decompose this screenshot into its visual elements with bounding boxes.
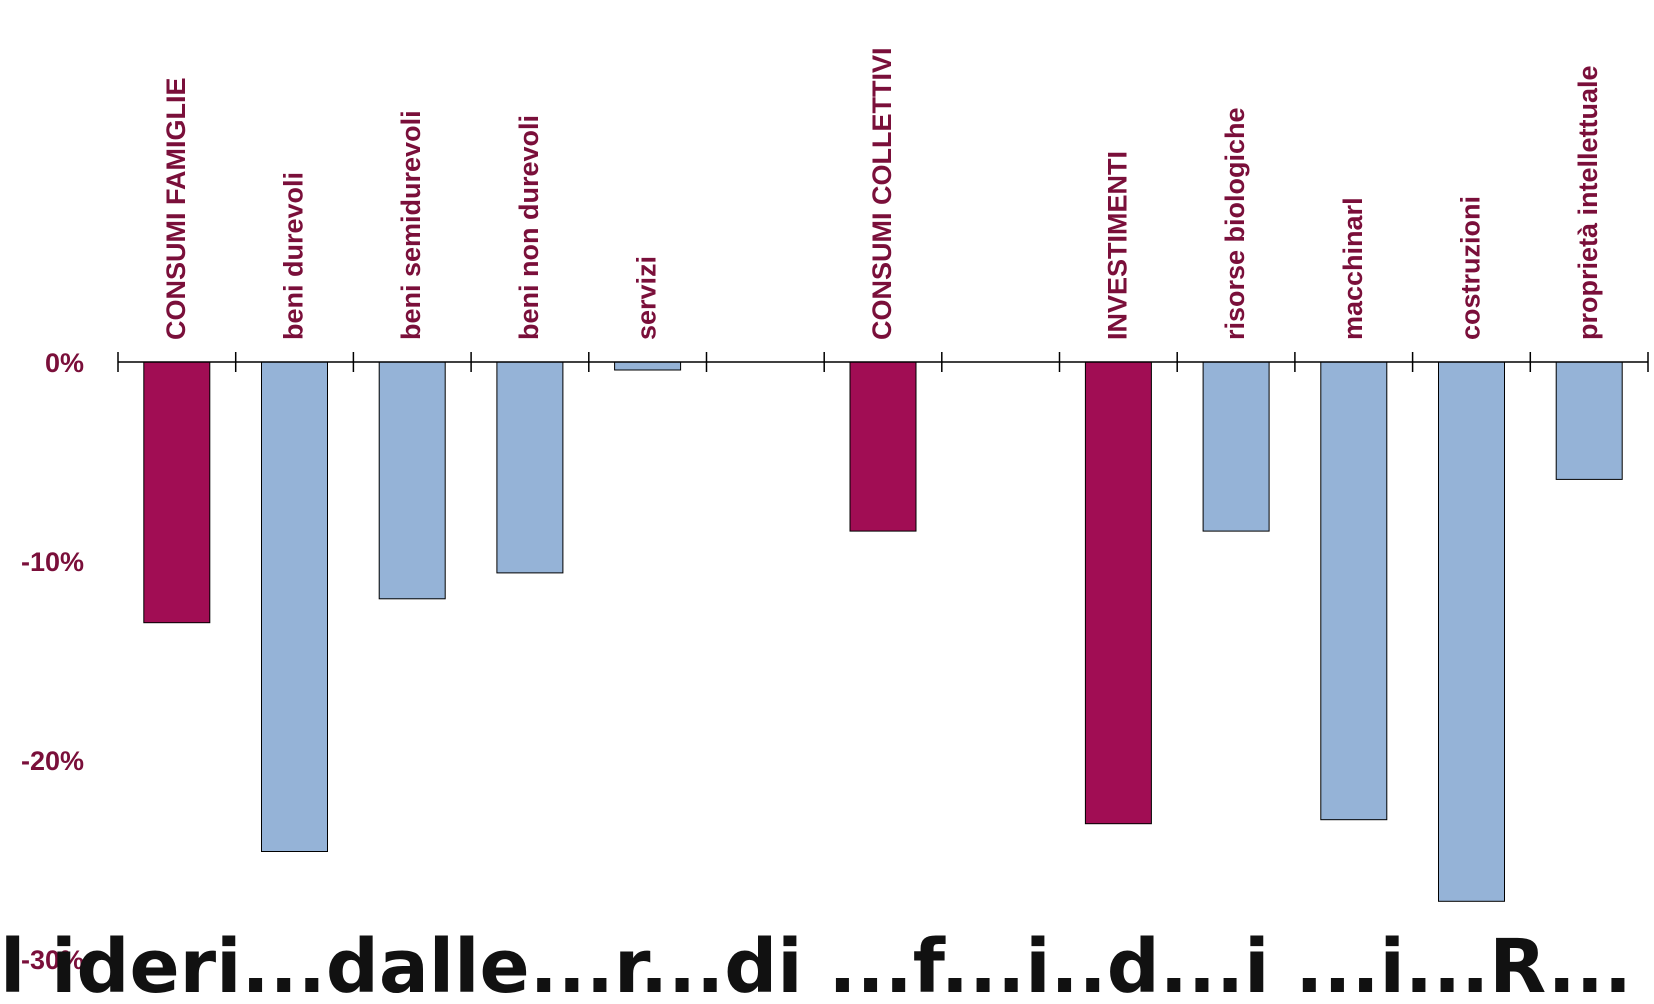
bar <box>143 361 211 624</box>
bar-chart: CONSUMI FAMIGLIE beni durevoli beni semidu… <box>21 48 1649 975</box>
bar <box>614 361 682 371</box>
bar <box>1084 361 1152 825</box>
category-label: CONSUMI COLLETTIVI <box>867 48 897 341</box>
category-label: INVESTIMENTI <box>1102 151 1132 340</box>
bar <box>378 361 446 600</box>
y-tick-label: -30% <box>21 945 84 975</box>
category-label: costruzioni <box>1456 196 1486 340</box>
bar <box>1438 361 1505 902</box>
y-tick-label: 0% <box>45 348 84 378</box>
bar <box>1555 361 1623 480</box>
bar <box>496 361 564 574</box>
category-label: beni semidurevoli <box>396 110 426 340</box>
chart-canvas: CONSUMI FAMIGLIE beni durevoli beni semidu… <box>21 48 1649 975</box>
category-label: CONSUMI FAMIGLIE <box>161 78 191 341</box>
bar <box>261 361 328 852</box>
category-label: beni durevoli <box>279 172 309 340</box>
y-tick-label: -10% <box>21 547 84 577</box>
bar <box>1320 361 1388 821</box>
category-label: servizi <box>632 256 662 340</box>
bar <box>849 361 917 532</box>
category-label: risorse biologiche <box>1220 107 1250 340</box>
category-label: proprietà intellettuale <box>1573 65 1603 340</box>
slide-caption-partial: l ideri...dalle...r...di ...f...i..d...i… <box>0 930 1632 1004</box>
bar <box>1202 361 1270 532</box>
category-label: beni non durevoli <box>514 115 544 340</box>
category-label: macchinarl <box>1338 197 1368 340</box>
y-tick-label: -20% <box>21 746 84 776</box>
